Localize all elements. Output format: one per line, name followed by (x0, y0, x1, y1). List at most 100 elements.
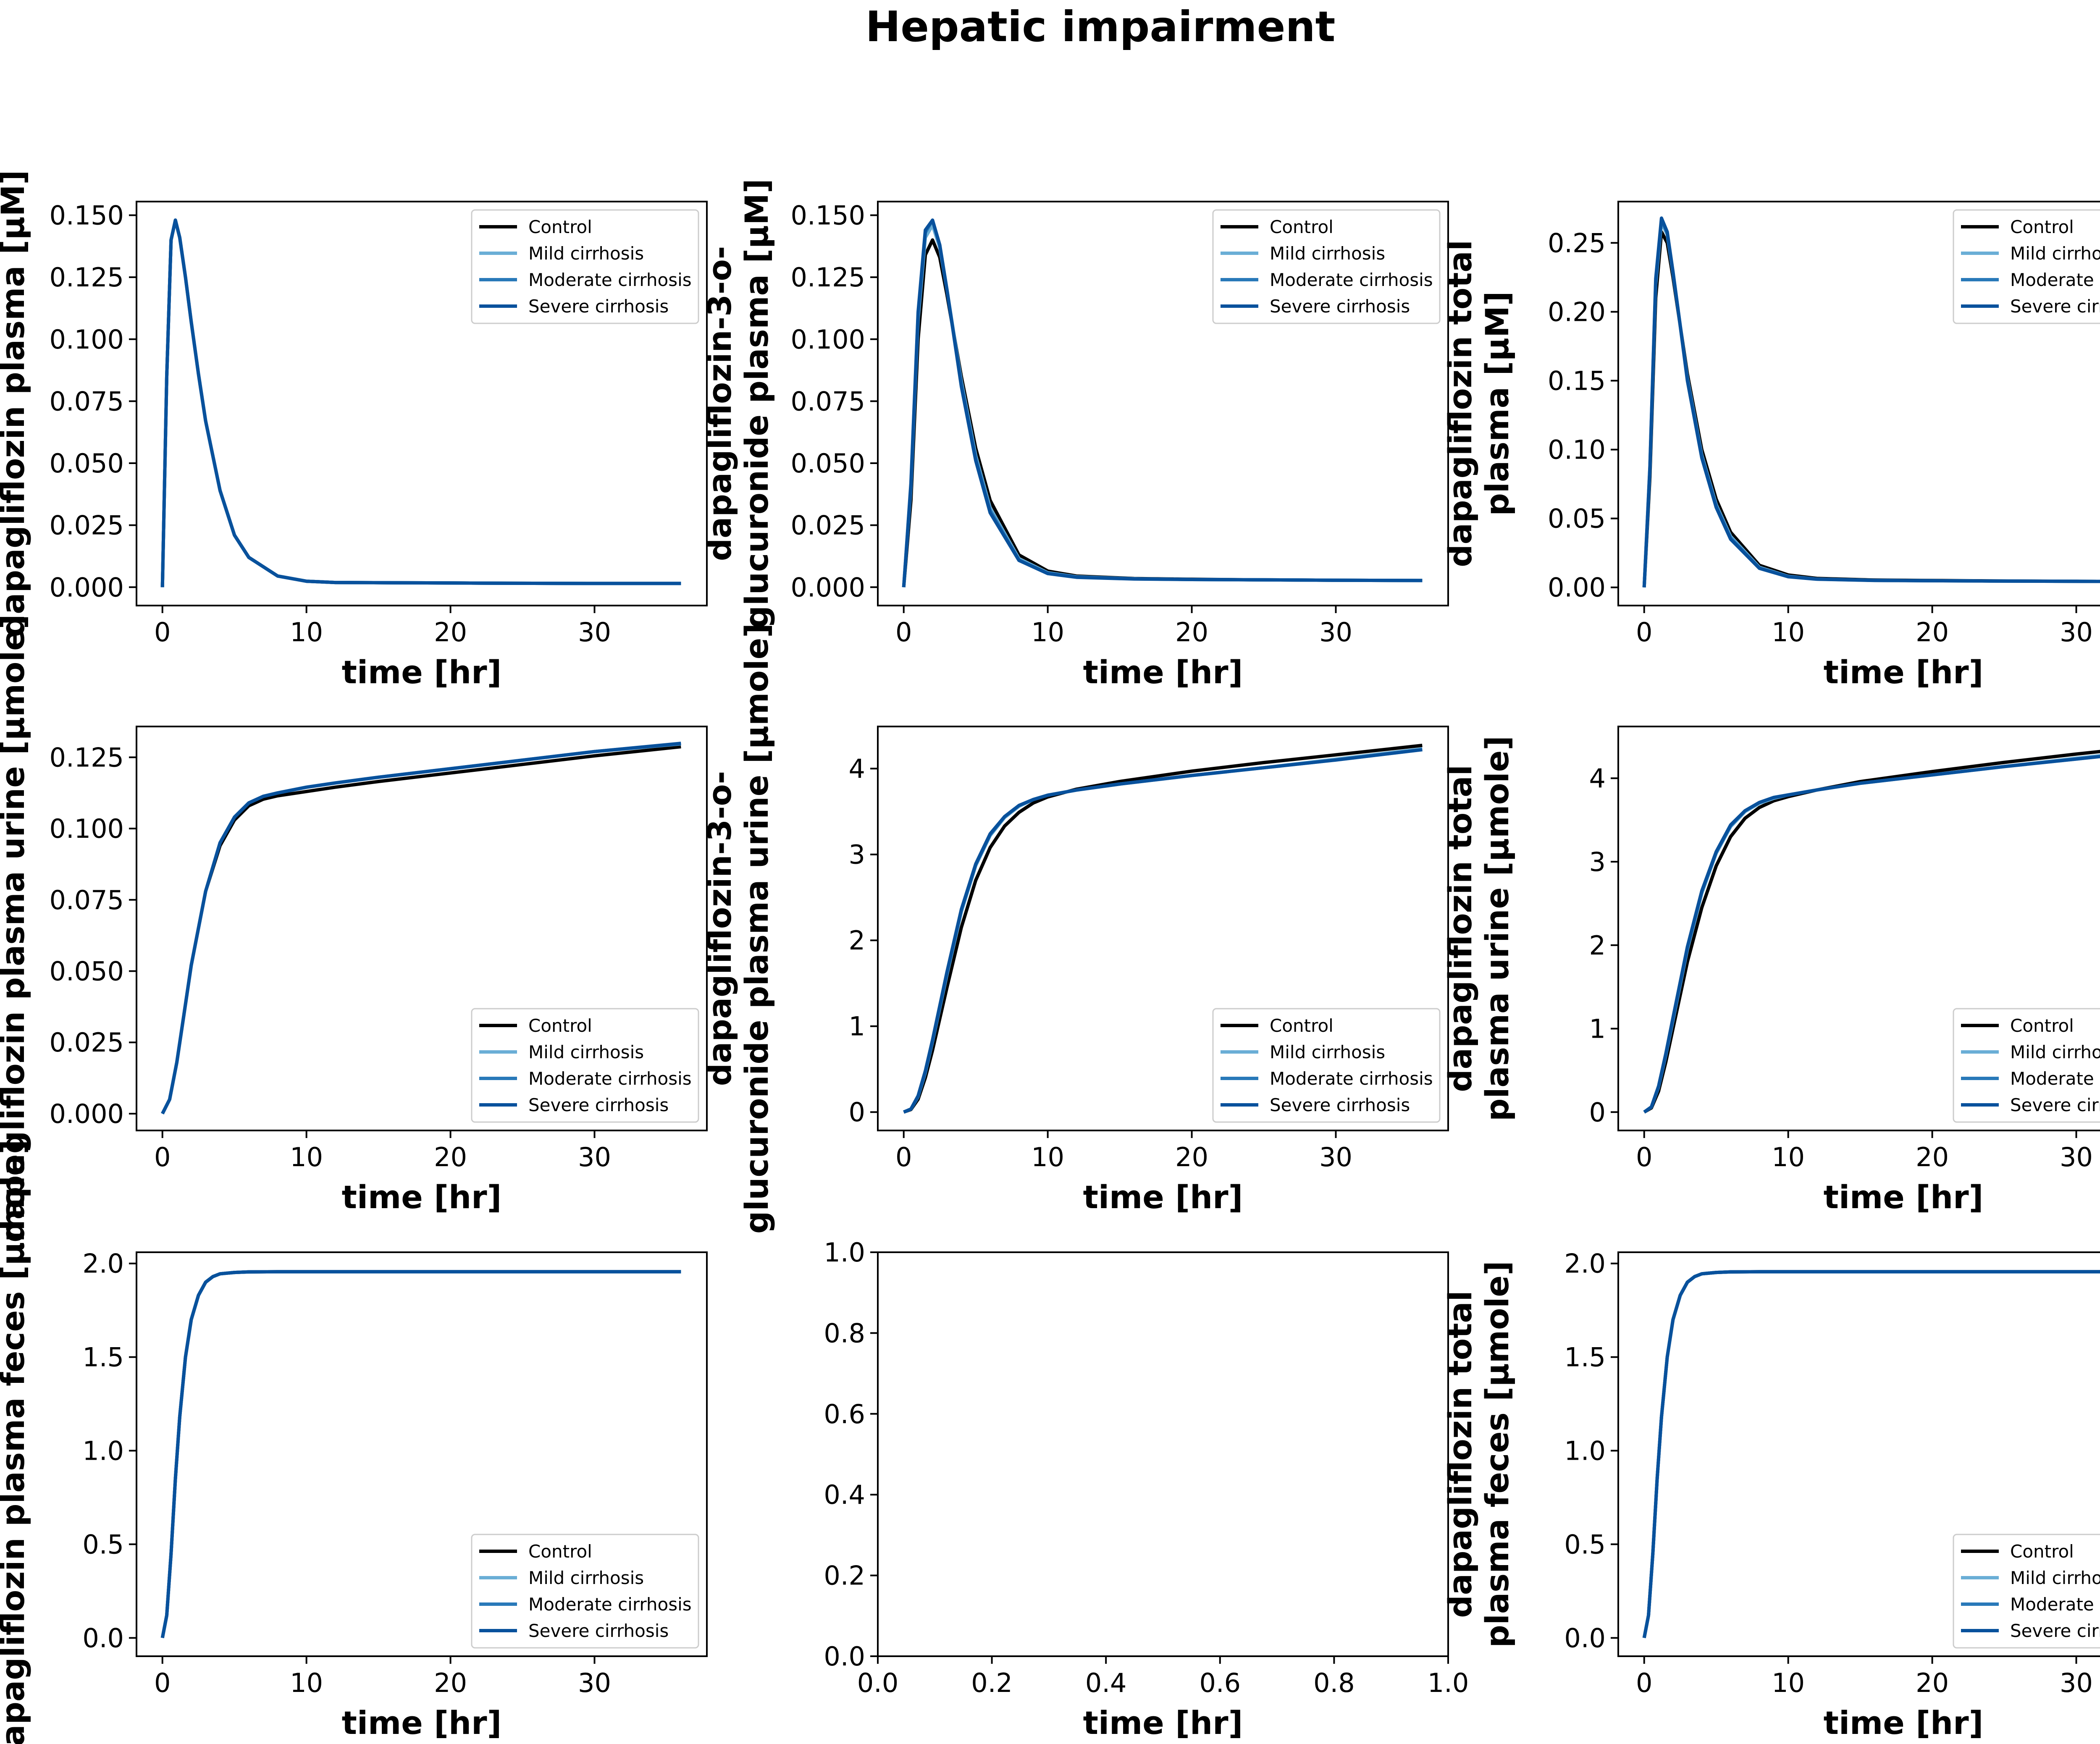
y-axis-label: dapagliflozin totalplasma [µM] (1441, 240, 1516, 567)
y-axis-label-line: plasma [µM] (1478, 291, 1516, 516)
legend-label: Control (528, 1541, 592, 1562)
x-axis-label: time [hr] (1083, 653, 1243, 691)
x-tick-label: 0 (895, 1142, 912, 1172)
legend-label: Mild cirrhosis (2010, 1042, 2100, 1062)
x-tick-label: 30 (2060, 1668, 2093, 1698)
y-tick-label: 4 (1589, 763, 1606, 794)
x-tick-label: 20 (1916, 617, 1949, 648)
legend-label: Moderate cirrhosis (2010, 270, 2100, 290)
y-tick-label: 1.5 (1564, 1342, 1606, 1373)
axes-frame (1617, 726, 2100, 1131)
y-tick-label: 0.10 (1548, 435, 1606, 465)
subplot-0-2: 0 10 20 30 0.00 0.05 0.10 0.15 0.20 0.25 time [hr]… (1441, 201, 2100, 691)
y-tick-label: 2 (1589, 930, 1606, 961)
x-tick-label: 0 (1636, 617, 1652, 648)
y-tick-label: 0.0 (1564, 1623, 1606, 1653)
series-group (1642, 1270, 2100, 1639)
x-axis-label: time [hr] (1824, 1704, 1984, 1741)
y-tick-label: 0.100 (791, 324, 866, 355)
legend-box (471, 1008, 699, 1123)
y-axis-label: dapagliflozin plasma feces [µmole] (0, 1140, 32, 1744)
y-tick-label: 0.050 (50, 448, 124, 479)
legend-label: Mild cirrhosis (2010, 1568, 2100, 1588)
y-tick-label: 0.100 (50, 813, 124, 844)
y-axis-label-line: dapagliflozin total (1441, 765, 1479, 1092)
x-tick-label: 0 (1636, 1142, 1652, 1172)
legend-box (471, 209, 699, 324)
x-tick-label: 20 (1916, 1668, 1949, 1698)
y-tick-label: 0.0 (82, 1623, 124, 1653)
legend: Control Mild cirrhosis Moderate cirrhosis S… (1212, 1008, 1441, 1123)
y-axis-label: dapagliflozin totalplasma urine [µmole] (1441, 736, 1516, 1121)
legend-label: Moderate cirrhosis (1270, 270, 1433, 290)
legend-box (1953, 1008, 2100, 1123)
legend-label: Mild cirrhosis (528, 243, 644, 264)
x-axis-label: time [hr] (342, 1178, 502, 1216)
x-axis-label: time [hr] (1824, 653, 1984, 691)
axes-frame (136, 726, 708, 1131)
y-tick-label: 0.05 (1548, 504, 1606, 534)
subplot-1-0: 0 10 20 30 0.000 0.025 0.050 0.075 0.100 0.125 tim… (0, 614, 708, 1243)
x-tick-label: 20 (434, 617, 467, 648)
series-line-severe-cirrhosis (1643, 755, 2100, 1114)
axes-frame (877, 726, 1449, 1131)
y-tick-label: 1.0 (1564, 1436, 1606, 1466)
x-tick-label: 0.8 (1313, 1668, 1355, 1698)
subplot-2-1: 0.0 0.2 0.4 0.6 0.8 1.0 0.0 0.2 0.4 0.6 0.8 1.0 time… (824, 1237, 1469, 1741)
subplot-grid: 0 10 20 300.0000.0250.0500.0750.1000.1250.1… (0, 170, 2100, 1744)
legend-box (1953, 1534, 2100, 1649)
axes-frame (877, 201, 1449, 606)
legend-label: Mild cirrhosis (528, 1568, 644, 1588)
series-group (1642, 216, 2100, 587)
y-tick-label: 0.25 (1548, 228, 1606, 258)
legend: Control Mild cirrhosis Moderate cirrhosis S… (1953, 1534, 2100, 1649)
y-axis-label: dapagliflozin totalplasma feces [µmole] (1441, 1261, 1516, 1647)
y-tick-label: 0.125 (50, 742, 124, 773)
legend-label: Control (1270, 217, 1334, 237)
x-tick-label: 0.0 (857, 1668, 899, 1698)
legend-label: Mild cirrhosis (2010, 243, 2100, 264)
series-group (903, 744, 1423, 1114)
x-axis-label: time [hr] (342, 1704, 502, 1741)
y-tick-label: 0.100 (50, 324, 124, 355)
x-tick-label: 0 (895, 617, 912, 648)
legend-label: Severe cirrhosis (1270, 1095, 1410, 1115)
x-tick-label: 10 (290, 1142, 323, 1172)
subplot-1-2: 0 10 20 30 0 1 2 3 4 time [hr] dapagliflozin total… (1441, 726, 2100, 1216)
axes-frame (1617, 1251, 2100, 1657)
y-tick-label: 0.150 (50, 200, 124, 231)
x-tick-label: 10 (1772, 1668, 1805, 1698)
x-tick-label: 30 (578, 1142, 611, 1172)
x-tick-label: 30 (1319, 617, 1352, 648)
series-group (160, 1270, 681, 1639)
legend-label: Control (2010, 1015, 2074, 1036)
x-tick-label: 0 (154, 1668, 171, 1698)
x-axis-label: time [hr] (1083, 1704, 1243, 1741)
x-tick-label: 10 (1772, 617, 1805, 648)
x-tick-label: 30 (578, 617, 611, 648)
x-tick-label: 10 (290, 1668, 323, 1698)
series-group (160, 218, 681, 587)
y-axis-label: dapagliflozin plasma [µM] (0, 170, 32, 637)
y-tick-label: 2 (849, 925, 865, 956)
x-tick-label: 0.6 (1199, 1668, 1241, 1698)
series-line-severe-cirrhosis (160, 218, 681, 587)
subplot-1-1: 0 10 20 30 0 1 2 3 4 time [hr] dapagliflozin-3-o-g… (701, 623, 1449, 1234)
x-tick-label: 0.4 (1085, 1668, 1127, 1698)
y-tick-label: 0.050 (791, 448, 866, 479)
x-tick-label: 30 (2060, 1142, 2093, 1172)
y-tick-label: 3 (849, 839, 865, 870)
y-tick-label: 0.025 (50, 510, 124, 541)
x-tick-label: 30 (578, 1668, 611, 1698)
subplot-2-0: 0 10 20 30 0.0 0.5 1.0 1.5 2.0 time [hr] dapaglifl… (0, 1140, 708, 1744)
y-tick-label: 0.20 (1548, 296, 1606, 327)
legend: Control Mild cirrhosis Moderate cirrhosis S… (1953, 1008, 2100, 1123)
y-axis-label: dapagliflozin plasma urine [µmole] (0, 614, 32, 1242)
y-tick-label: 1.5 (82, 1342, 124, 1373)
y-tick-label: 0.025 (791, 510, 866, 541)
axes-frame (136, 201, 708, 606)
y-tick-label: 0.150 (791, 200, 866, 231)
y-tick-label: 0.8 (824, 1318, 865, 1348)
legend-label: Severe cirrhosis (528, 1095, 669, 1115)
x-tick-label: 20 (434, 1668, 467, 1698)
